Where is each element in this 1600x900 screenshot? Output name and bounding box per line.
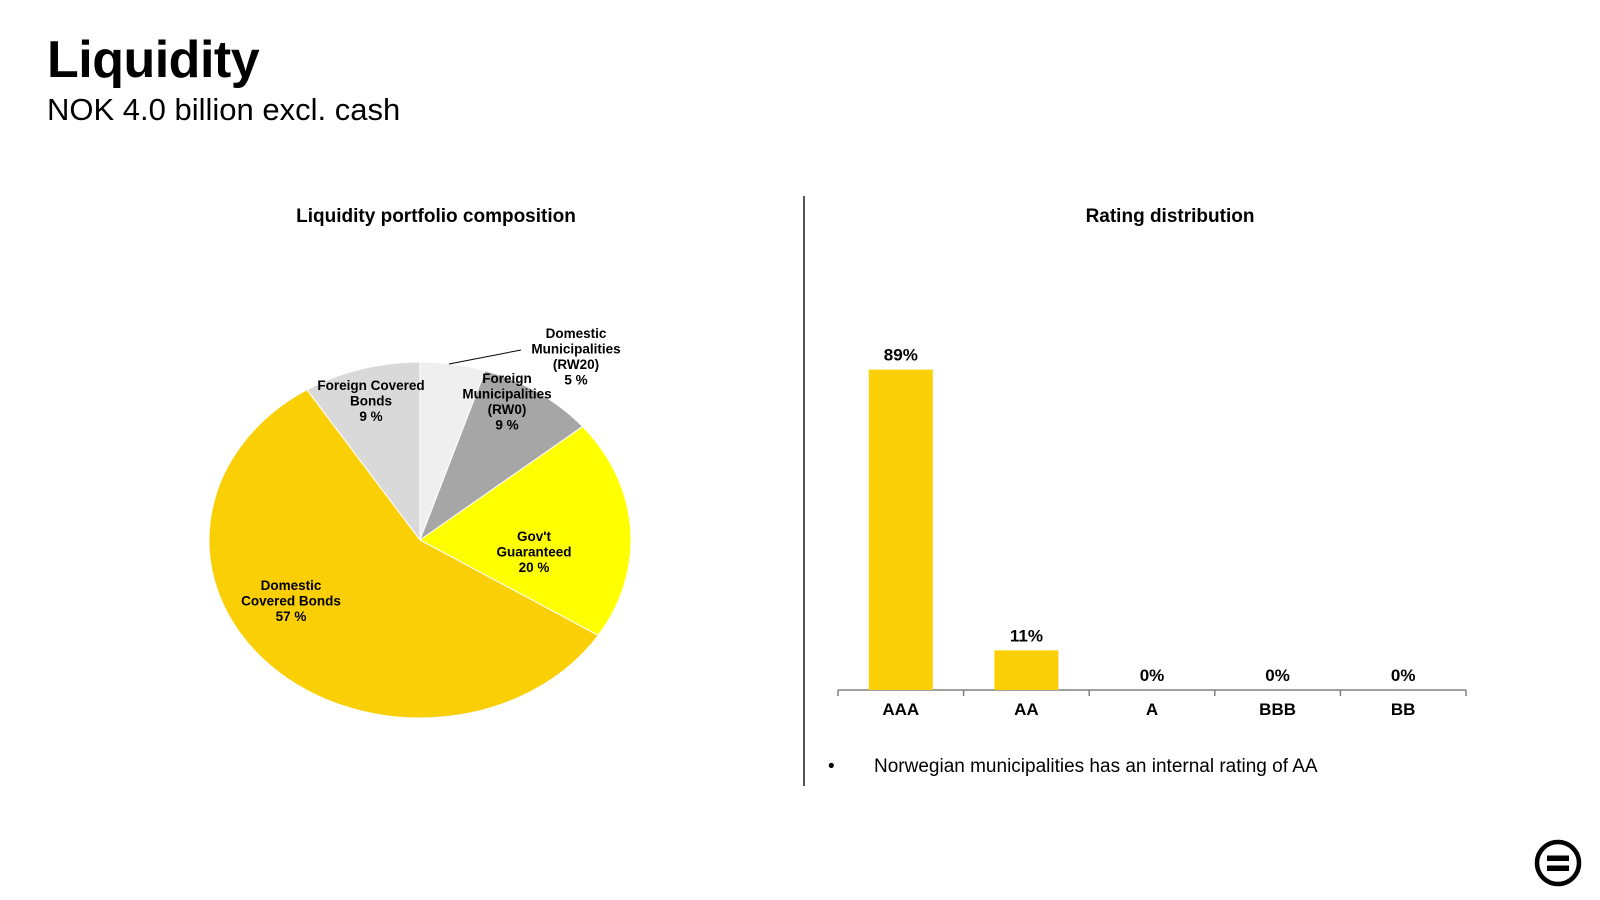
pie-slice bbox=[306, 361, 421, 542]
bar-value-label: 0% bbox=[1140, 666, 1165, 685]
x-tick-label: AAA bbox=[882, 700, 919, 719]
bar-chart-title: Rating distribution bbox=[1085, 206, 1255, 227]
pie-slice-label: Foreign Municipalities (RW0) 9 % bbox=[462, 371, 551, 433]
bar-value-label: 11% bbox=[1010, 626, 1043, 645]
bullet-dot: • bbox=[828, 756, 835, 777]
pie-slice-label: Domestic Covered Bonds 57 % bbox=[241, 578, 341, 624]
pie-slice bbox=[418, 370, 584, 542]
footnote-text: Norwegian municipalities has an internal… bbox=[874, 756, 1318, 777]
x-tick-label: BB bbox=[1391, 700, 1416, 719]
bar-value-label: 0% bbox=[1391, 666, 1416, 685]
pie-leader-line bbox=[448, 349, 522, 365]
bar-value-label: 0% bbox=[1265, 666, 1290, 685]
bar-aaa bbox=[868, 369, 933, 690]
page-subtitle: NOK 4.0 billion excl. cash bbox=[47, 92, 401, 127]
pie-slice-label: Domestic Municipalities (RW20) 5 % bbox=[531, 326, 620, 388]
bar-aa bbox=[994, 650, 1059, 690]
x-tick-label: A bbox=[1146, 700, 1158, 719]
pie-slice-label: Foreign Covered Bonds 9 % bbox=[317, 378, 424, 424]
pie-slice bbox=[208, 389, 599, 719]
x-tick-label: AA bbox=[1014, 700, 1039, 719]
panel-divider bbox=[803, 196, 805, 786]
pie-slice-label: Gov't Guaranteed 20 % bbox=[496, 529, 571, 575]
pie-chart-title: Liquidity portfolio composition bbox=[296, 206, 576, 227]
x-tick-label: BBB bbox=[1259, 700, 1296, 719]
page-title: Liquidity bbox=[47, 31, 260, 89]
equals-circle-logo-icon bbox=[1534, 839, 1582, 887]
bar-value-label: 89% bbox=[884, 346, 918, 365]
pie-slice bbox=[419, 425, 632, 637]
